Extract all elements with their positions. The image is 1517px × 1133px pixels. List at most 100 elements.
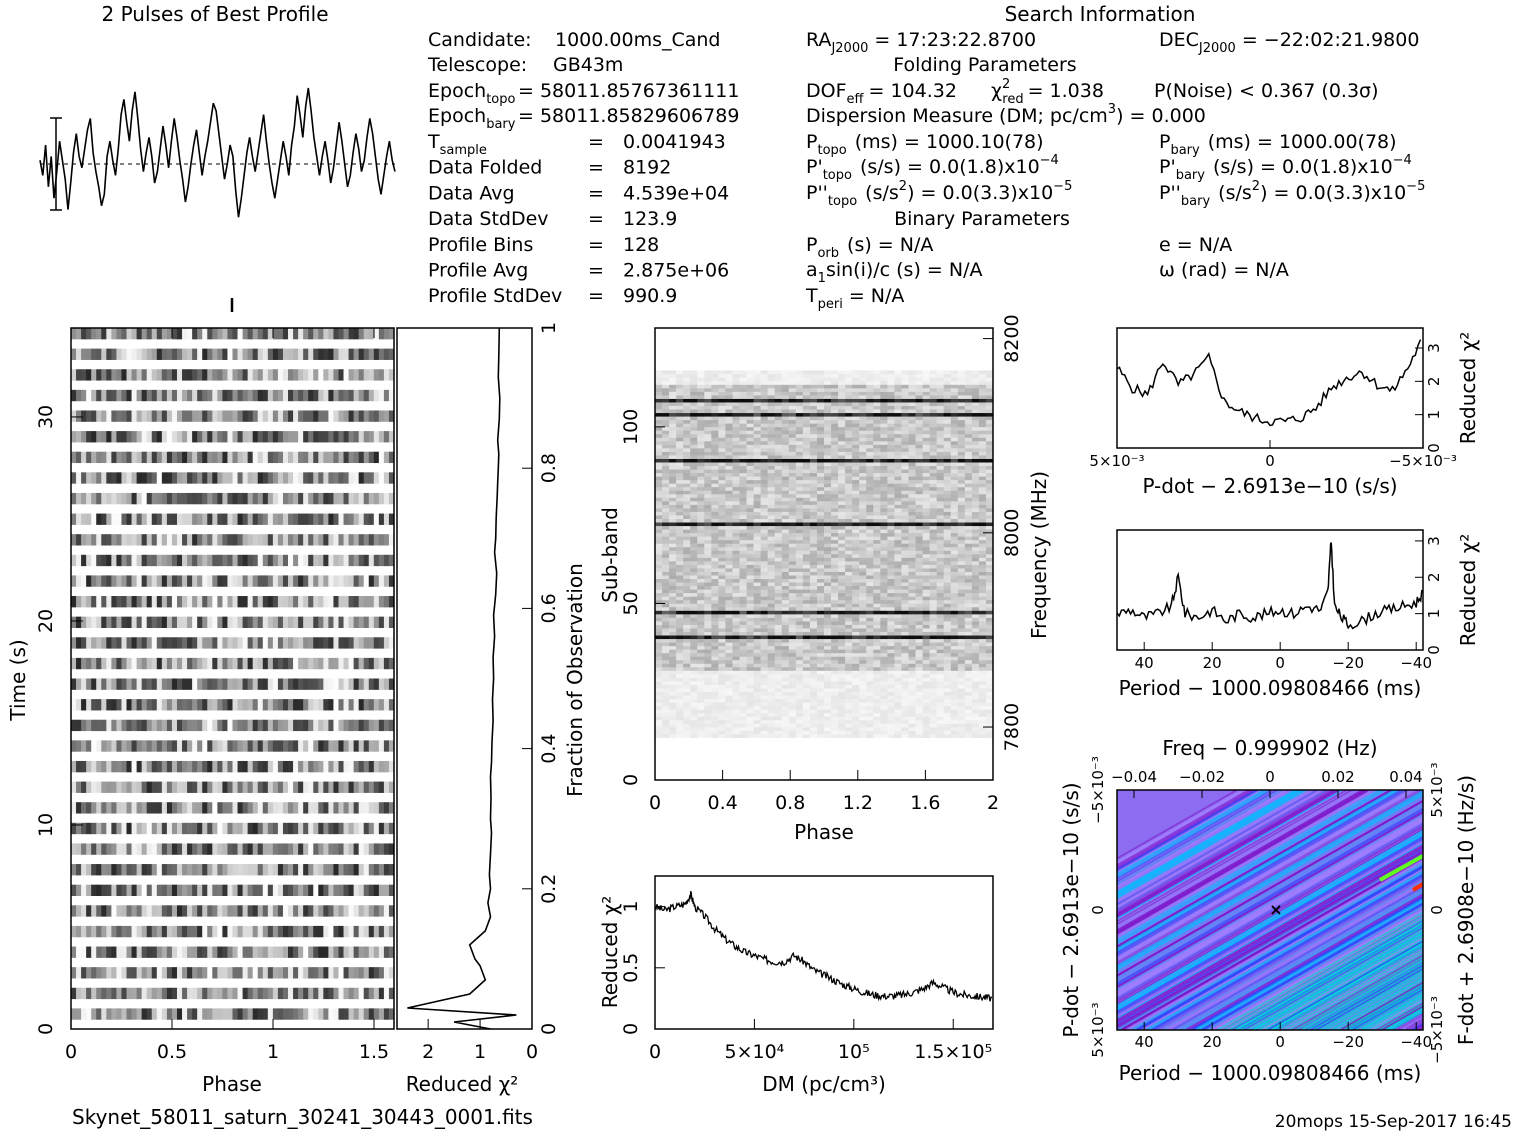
subband-cell <box>655 691 663 696</box>
time-phase-cell <box>358 740 365 752</box>
subband-cell <box>655 681 663 685</box>
time-phase-cell <box>388 760 395 773</box>
subband-cell <box>894 631 902 636</box>
subband-cell <box>971 603 980 608</box>
subband-cell <box>760 730 768 735</box>
time-phase-cell <box>187 946 193 958</box>
subband-cell <box>795 575 804 580</box>
subband-cell <box>760 621 768 625</box>
subband-cell <box>809 642 818 647</box>
time-phase-cell <box>383 967 390 979</box>
time-phase-cell <box>106 905 112 917</box>
subband-cell <box>831 582 839 587</box>
time-phase-cell <box>182 492 188 505</box>
subband-cell <box>908 659 916 664</box>
time-phase-cell <box>106 740 112 752</box>
subband-cell <box>985 578 994 583</box>
time-phase-cell <box>358 451 365 464</box>
time-phase-cell <box>101 802 107 814</box>
subband-cell <box>781 649 790 654</box>
subband-cell <box>683 554 691 558</box>
time-phase-cell <box>121 843 127 855</box>
time-phase-cell <box>101 905 107 917</box>
time-phase-cell <box>388 699 395 711</box>
time-phase-cell <box>308 864 314 876</box>
subband-cell <box>957 734 966 738</box>
subband-cell <box>704 606 712 611</box>
subband-cell <box>704 691 712 696</box>
info-row-value: 990.9 <box>623 285 677 307</box>
subband-cell <box>943 599 952 604</box>
time-phase-cell <box>232 451 238 464</box>
subband-cell <box>739 663 747 668</box>
subband-cell <box>739 550 747 555</box>
subband-cell <box>725 712 733 717</box>
subband-cell <box>704 610 712 615</box>
time-phase-cell <box>303 637 309 649</box>
subband-cell <box>753 578 761 583</box>
time-phase-cell <box>182 616 188 628</box>
time-phase-cell <box>318 760 324 773</box>
subband-cell <box>676 635 684 640</box>
subband-cell <box>824 603 832 608</box>
subband-cell <box>774 698 783 703</box>
time-phase-cell <box>166 534 173 546</box>
time-phase-cell <box>353 596 360 608</box>
subband-cell <box>866 606 874 611</box>
time-phase-cell <box>222 389 228 402</box>
subband-cell <box>655 606 663 611</box>
time-phase-cell <box>182 843 188 855</box>
time-phase-cell <box>76 431 82 443</box>
subband-cell <box>760 617 768 622</box>
time-phase-cell <box>136 843 143 855</box>
time-phase-cell <box>338 987 344 1000</box>
time-phase-cell <box>277 369 284 381</box>
time-phase-cell <box>81 678 87 690</box>
subband-cell <box>655 734 663 738</box>
time-phase-cell <box>252 905 259 917</box>
time-phase-cell <box>242 843 249 855</box>
subband-cell <box>669 642 677 647</box>
subband-cell <box>957 727 966 731</box>
time-phase-cell <box>101 492 107 505</box>
time-phase-cell <box>136 1008 143 1020</box>
subband-cell <box>908 730 916 735</box>
subband-cell <box>781 734 790 738</box>
subband-cell <box>795 727 804 731</box>
time-phase-cell <box>293 472 299 484</box>
time-phase-cell <box>288 328 294 340</box>
time-phase-cell <box>136 431 143 443</box>
time-phase-cell <box>318 616 324 628</box>
subband-cell <box>873 670 881 675</box>
time-phase-cell <box>328 328 334 340</box>
time-phase-cell <box>373 554 380 567</box>
time-phase-cell <box>197 884 203 897</box>
subband-cell <box>704 638 712 643</box>
subband-cell <box>774 610 783 615</box>
subband-cell <box>795 557 804 562</box>
subband-cell <box>929 649 937 654</box>
subband-cell <box>824 575 832 580</box>
time-phase-cell <box>247 925 254 938</box>
time-phase-cell <box>368 534 375 546</box>
time-phase-cell <box>318 534 324 546</box>
subband-cell <box>739 674 747 678</box>
subband-cell <box>964 642 973 647</box>
time-phase-cell <box>116 389 122 402</box>
time-phase-cell <box>212 905 218 917</box>
subband-cell <box>894 578 902 583</box>
subband-cell <box>887 730 895 735</box>
time-phase-cell <box>81 451 87 464</box>
subband-cell <box>697 606 705 611</box>
time-phase-cell <box>136 987 143 1000</box>
subband-cell <box>845 709 853 714</box>
subband-cell <box>978 677 987 682</box>
subband-cell <box>985 670 994 675</box>
time-phase-cell <box>96 389 102 402</box>
subband-cell <box>866 719 874 724</box>
subband-cell <box>838 571 846 576</box>
subband-cell <box>655 695 663 700</box>
subband-cell <box>697 617 705 622</box>
subband-cell <box>697 705 705 710</box>
subband-cell <box>767 631 776 636</box>
